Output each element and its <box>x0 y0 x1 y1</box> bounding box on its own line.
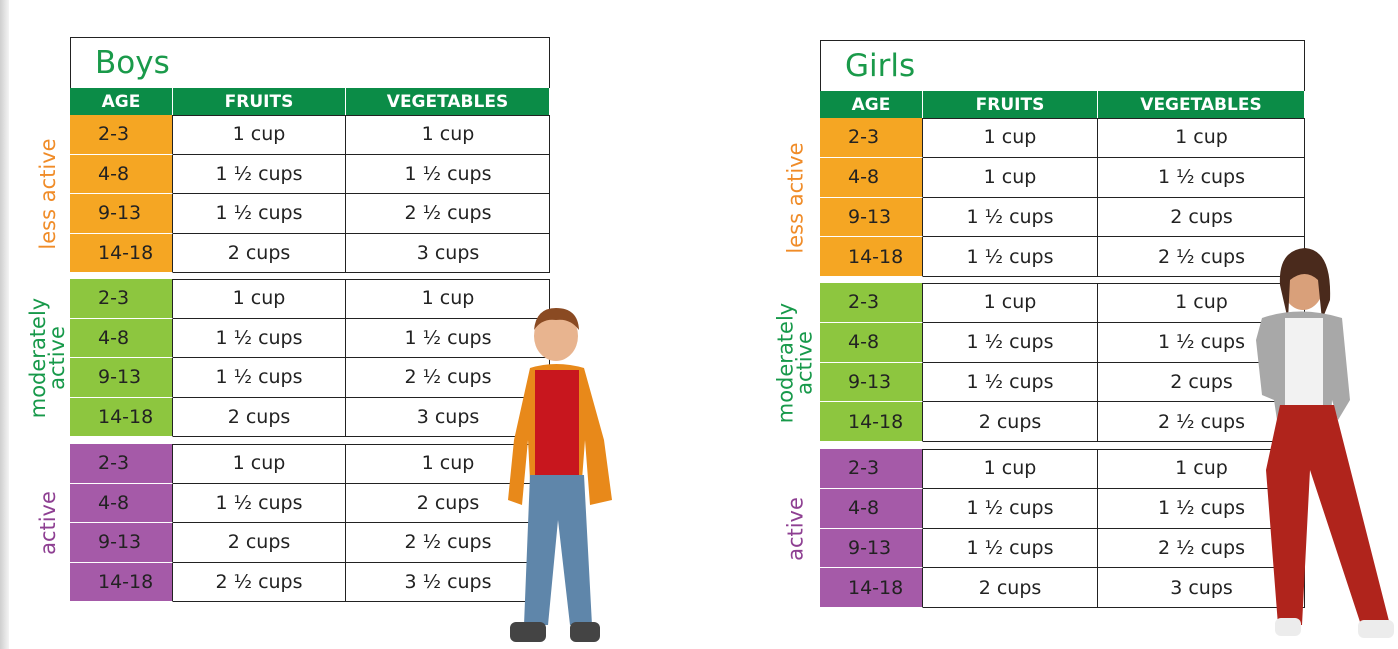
girl-figure <box>1256 248 1394 638</box>
page: BoysAGEFRUITSVEGETABLESless active2-31 c… <box>0 0 1398 649</box>
illustrations <box>0 0 1398 649</box>
boy-figure <box>508 308 612 642</box>
